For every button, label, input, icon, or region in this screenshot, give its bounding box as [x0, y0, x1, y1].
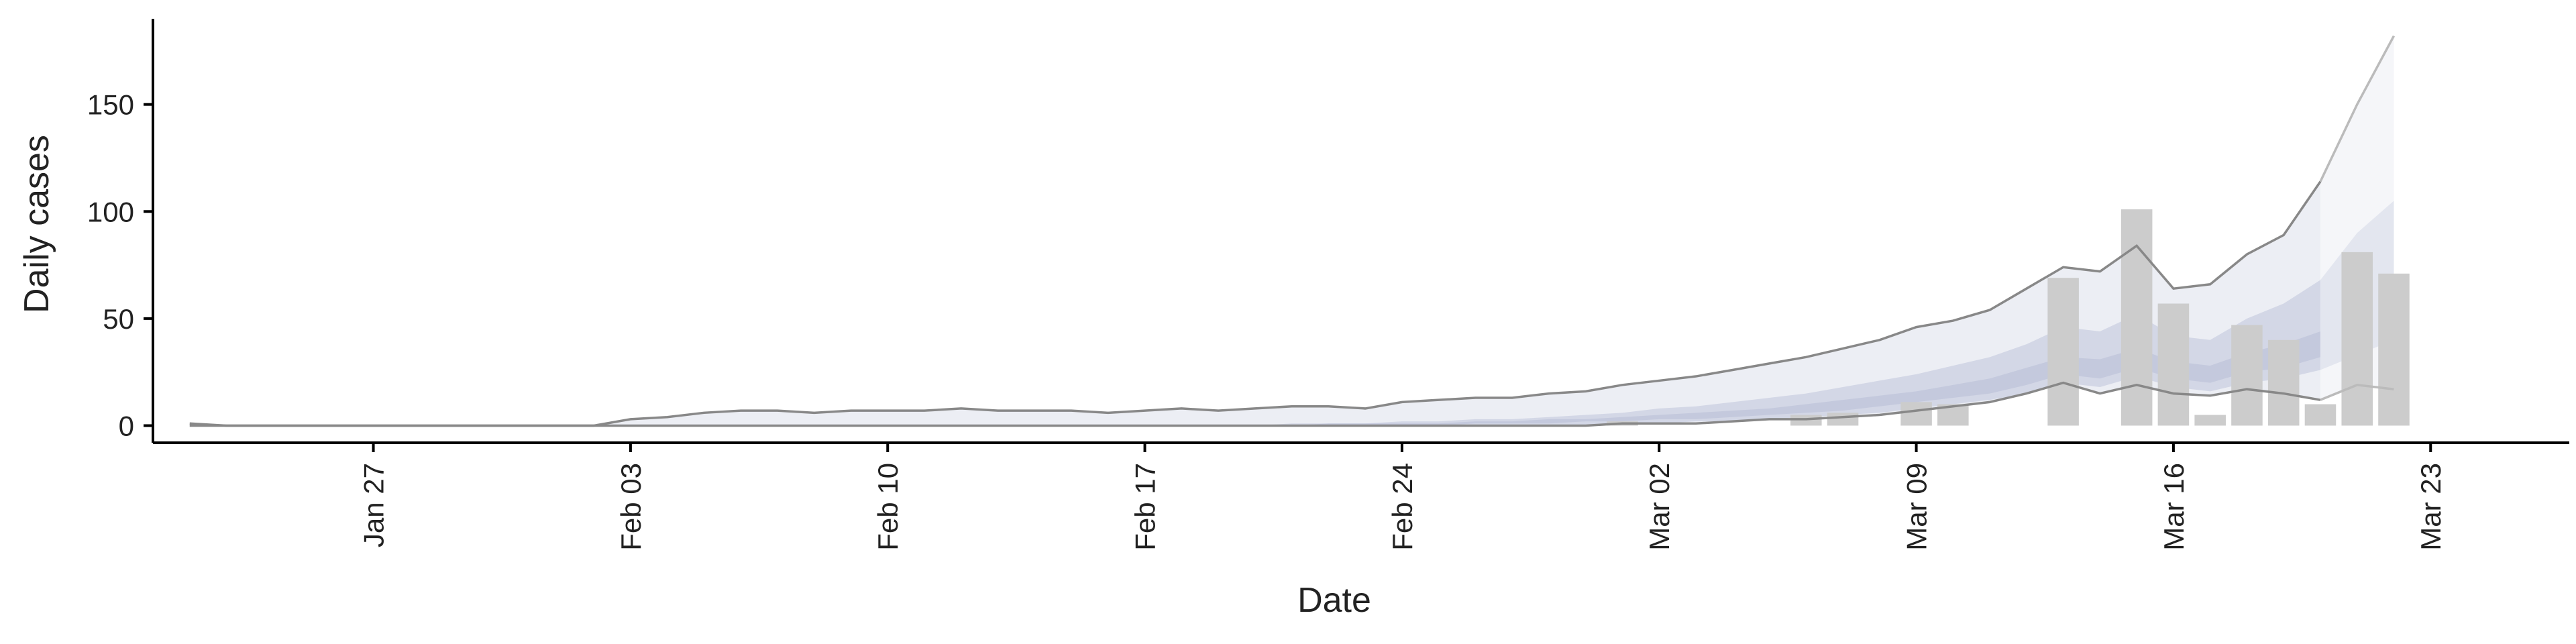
observed-case-bar — [2157, 303, 2190, 426]
observed-case-bar — [2304, 404, 2337, 426]
x-tick-label: Mar 09 — [1901, 463, 1933, 551]
y-tick-label: 0 — [119, 410, 134, 441]
upper-bound-forecast-line — [2319, 35, 2396, 182]
axes — [152, 19, 2569, 444]
x-axis-title: Date — [1297, 581, 1371, 620]
tick-marks: 0 50 100 150 Jan 27 Feb 03 Feb 10 Feb 17 Feb 24 M… — [87, 89, 2447, 551]
observed-case-bar — [2231, 325, 2263, 426]
x-tick-label: Feb 10 — [872, 463, 904, 551]
observed-case-bar — [1900, 402, 1932, 426]
observed-case-bar — [2378, 273, 2410, 426]
y-tick-label: 100 — [87, 196, 134, 227]
observed-case-bar — [2047, 278, 2079, 426]
x-tick-label: Mar 16 — [2158, 463, 2190, 551]
x-tick-label: Feb 03 — [615, 463, 647, 551]
observed-case-bar — [2341, 252, 2373, 426]
y-tick-label: 150 — [87, 89, 134, 121]
x-tick-label: Feb 24 — [1387, 463, 1418, 551]
x-tick-label: Mar 02 — [1644, 463, 1675, 551]
x-tick-label: Mar 23 — [2415, 463, 2447, 551]
x-tick-label: Feb 17 — [1130, 463, 1161, 551]
observed-bars — [1607, 209, 2410, 426]
band-90-estimate — [189, 181, 2320, 426]
estimate-bound-lines — [189, 35, 2396, 427]
observed-case-bar — [2194, 415, 2226, 426]
observed-case-bar — [2267, 339, 2300, 426]
observed-case-bar — [2121, 209, 2153, 426]
x-tick-label: Jan 27 — [358, 463, 390, 547]
lower-bound-line — [189, 381, 2321, 427]
y-tick-label: 50 — [103, 303, 134, 335]
observed-case-bar — [1827, 413, 1859, 426]
y-axis-title: Daily cases — [17, 135, 56, 313]
lower-bound-forecast-line — [2320, 384, 2394, 401]
